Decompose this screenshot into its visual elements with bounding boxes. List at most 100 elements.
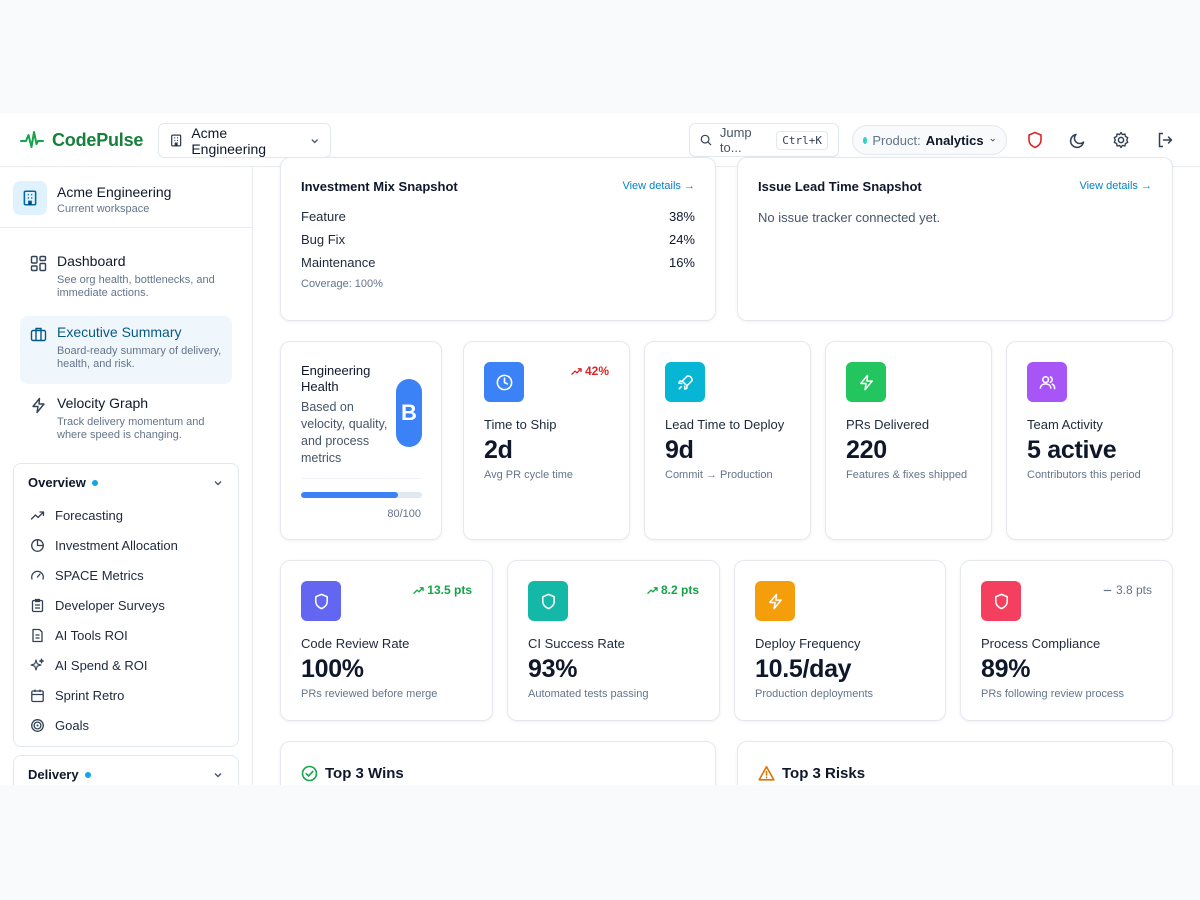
health-progress-fill (301, 492, 398, 498)
delivery-group: Delivery (13, 755, 239, 785)
metric-subtitle: Automated tests passing (528, 688, 649, 700)
shield-icon-tile (981, 581, 1021, 621)
mix-row: Feature 38% (301, 209, 695, 224)
clock-icon (496, 374, 512, 390)
sidebar-item-space-metrics[interactable]: SPACE Metrics (30, 568, 144, 583)
mix-percent: 24% (668, 232, 695, 247)
gauge-icon (31, 570, 44, 580)
metric-title: Deploy Frequency (755, 636, 861, 651)
health-progress-bar (301, 492, 422, 498)
app-window: CodePulse Acme Engineering Jump to... Ct… (0, 113, 1200, 785)
sidebar-item-ai-spend-roi[interactable]: AI Spend & ROI (30, 658, 148, 673)
metric-subtitle: PRs reviewed before merge (301, 688, 438, 700)
metric-card-process-compliance: 3.8 pts Process Compliance 89% PRs follo… (960, 560, 1173, 721)
metric-title: CI Success Rate (528, 636, 625, 651)
metric-value: 89% (981, 655, 1031, 683)
metric-card-code-review-rate: 13.5 pts Code Review Rate 100% PRs revie… (280, 560, 493, 721)
chevron-down-icon[interactable] (212, 769, 224, 781)
lightning-icon (32, 397, 45, 414)
new-dot (84, 771, 91, 778)
sidebar-item-sprint-retro[interactable]: Sprint Retro (30, 688, 124, 703)
sidebar-item-developer-surveys[interactable]: Developer Surveys (30, 598, 165, 613)
sidebar-item-label: AI Tools ROI (55, 628, 128, 643)
metric-subtitle: Contributors this period (1027, 469, 1141, 481)
shield-icon[interactable] (1025, 130, 1045, 150)
risks-title-row: Top 3 Risks (758, 765, 865, 782)
app-logo[interactable]: CodePulse (20, 129, 143, 151)
sidebar-item-goals[interactable]: Goals (30, 718, 89, 733)
metric-subtitle: Production deployments (755, 688, 874, 700)
metric-title: Time to Ship (484, 417, 557, 432)
delta-badge: 3.8 pts (1102, 583, 1152, 597)
pulse-icon (20, 131, 44, 148)
workspace-switcher[interactable]: Acme Engineering (158, 123, 331, 158)
workspace-avatar (13, 181, 47, 215)
product-label: Product: (872, 132, 921, 148)
rocket-icon (677, 374, 693, 390)
top-risks-card: Top 3 Risks (737, 741, 1173, 785)
sidebar-item-forecasting[interactable]: Forecasting (30, 508, 123, 523)
delta-value: 3.8 pts (1115, 583, 1152, 597)
mix-label: Bug Fix (301, 232, 346, 247)
delta-value: 42% (584, 364, 609, 378)
nav-dashboard[interactable]: Dashboard See org health, bottlenecks, a… (20, 245, 232, 313)
metric-title: Lead Time to Deploy (665, 417, 785, 432)
metric-value: 100% (301, 655, 364, 683)
health-grade-badge: B (396, 379, 422, 447)
moon-icon[interactable] (1068, 130, 1088, 150)
overview-header[interactable]: Overview (28, 475, 98, 490)
briefcase-icon (30, 327, 47, 342)
delivery-header[interactable]: Delivery (28, 767, 91, 782)
metric-value: 5 active (1027, 436, 1117, 464)
sidebar-item-label: AI Spend & ROI (55, 658, 148, 673)
card-title: Investment Mix Snapshot (301, 179, 458, 194)
delta-value: 13.5 pts (427, 583, 472, 597)
risks-title: Top 3 Risks (782, 765, 866, 782)
metric-subtitle: Features & fixes shipped (846, 469, 968, 481)
delta-badge: 42% (571, 364, 609, 378)
sidebar-item-label: Sprint Retro (55, 688, 125, 703)
sidebar: Acme Engineering Current workspace Dashb… (0, 167, 253, 785)
sidebar-item-label: Investment Allocation (55, 538, 178, 553)
lightning-icon (859, 374, 873, 390)
view-details-link[interactable]: View details → (1079, 180, 1152, 192)
sidebar-item-investment-allocation[interactable]: Investment Allocation (30, 538, 178, 553)
metric-subtitle: PRs following review process (981, 688, 1125, 700)
health-score: 80/100 (387, 508, 421, 520)
warning-icon (758, 766, 775, 781)
nav-velocity-graph[interactable]: Velocity Graph Track delivery momentum a… (20, 387, 232, 455)
lightning-icon-tile (846, 362, 886, 402)
shield-icon-tile (528, 581, 568, 621)
nav-title: Velocity Graph (57, 395, 149, 411)
pie-chart-icon (31, 539, 44, 552)
metric-subtitle: Commit → Production (665, 469, 773, 481)
search-shortcut: Ctrl+K (776, 130, 828, 150)
divider (301, 478, 422, 479)
workspace-card[interactable]: Acme Engineering Current workspace (0, 167, 252, 228)
sidebar-item-label: Forecasting (55, 508, 123, 523)
shield-icon (541, 593, 555, 609)
chevron-down-icon[interactable] (212, 477, 224, 489)
mix-row: Maintenance 16% (301, 255, 695, 270)
metric-value: 93% (528, 655, 578, 683)
metric-title: Code Review Rate (301, 636, 410, 651)
jump-to-search[interactable]: Jump to... Ctrl+K (689, 123, 839, 157)
metric-title: Team Activity (1027, 417, 1103, 432)
lightning-icon (768, 593, 782, 609)
metric-card-lead-time-to-deploy: Lead Time to Deploy 9d Commit → Producti… (644, 341, 811, 540)
metric-value: 220 (846, 436, 887, 464)
logout-icon[interactable] (1155, 130, 1175, 150)
building-icon (23, 190, 37, 206)
mix-label: Maintenance (301, 255, 376, 270)
gear-icon[interactable] (1111, 130, 1131, 150)
shield-icon (994, 593, 1008, 609)
nav-executive-summary[interactable]: Executive Summary Board-ready summary of… (20, 316, 232, 384)
nav-description: See org health, bottlenecks, and immedia… (57, 274, 215, 299)
product-selector[interactable]: Product: Analytics (852, 125, 1007, 155)
sidebar-item-ai-tools-roi[interactable]: AI Tools ROI (30, 628, 128, 643)
metric-card-deploy-frequency: Deploy Frequency 10.5/day Production dep… (734, 560, 946, 721)
view-details-link[interactable]: View details → (622, 180, 695, 192)
nav-description: Board-ready summary of delivery, health,… (57, 345, 222, 370)
building-icon (171, 134, 182, 147)
wins-title: Top 3 Wins (325, 765, 404, 782)
